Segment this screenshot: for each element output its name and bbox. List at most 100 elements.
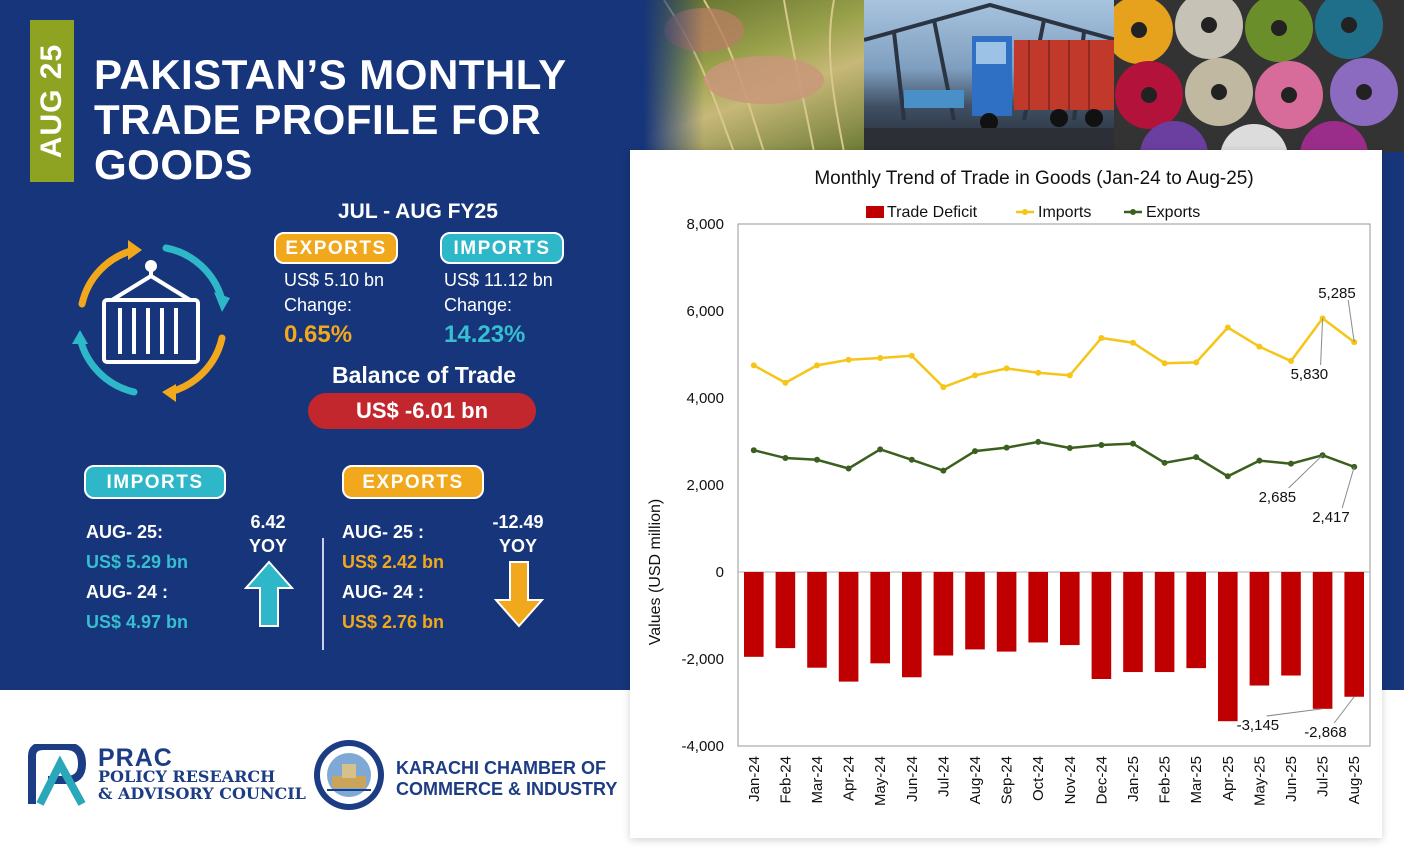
x-tick-label: Feb-25 [1157, 756, 1174, 804]
y-tick-label: 4,000 [686, 390, 724, 407]
point-imports [1161, 360, 1168, 367]
line-exports [753, 440, 1355, 478]
x-tick-label: Feb-24 [777, 756, 794, 804]
title-line-3: GOODS [94, 141, 253, 188]
x-tick-label: Apr-25 [1220, 756, 1237, 801]
point-imports [908, 352, 915, 359]
arrow-up-icon [244, 560, 294, 627]
x-tick-label: Sep-24 [999, 756, 1016, 804]
point-imports [845, 356, 852, 363]
imports-aug24-label: AUG- 24 : [86, 582, 169, 602]
bar-trade-deficit [1091, 572, 1112, 680]
summary-imports-pill: IMPORTS [440, 232, 564, 264]
point-exports [1098, 441, 1105, 448]
y-tick-label: -2,000 [681, 651, 724, 668]
x-tick-label: Dec-24 [1093, 756, 1110, 804]
x-tick-label: Jun-25 [1283, 756, 1300, 802]
trade-chart: Monthly Trend of Trade in Goods (Jan-24 … [647, 168, 1371, 806]
point-exports [1130, 440, 1136, 447]
kcci-line-2: COMMERCE & INDUSTRY [396, 779, 618, 799]
point-imports [1035, 369, 1042, 376]
point-imports [782, 379, 789, 386]
legend-marker-exports [1130, 209, 1136, 215]
imports-aug25-label: AUG- 25: [86, 522, 164, 542]
exports-yoy-label: YOY [498, 536, 537, 556]
balance-of-trade-label: Balance of Trade [332, 362, 517, 388]
title-line-2: TRADE PROFILE FOR [94, 96, 542, 143]
exports-aug24-label: AUG- 24 : [342, 582, 425, 602]
bar-trade-deficit [1123, 572, 1143, 673]
data-annotation: 5,285 [1318, 285, 1356, 302]
annotation-leader [1266, 708, 1323, 717]
monthly-imports-pill: IMPORTS [84, 465, 226, 499]
data-annotation: 2,685 [1259, 489, 1297, 506]
bar-trade-deficit [807, 572, 827, 668]
point-exports [845, 465, 852, 472]
kcci-name: KARACHI CHAMBER OF COMMERCE & INDUSTRY [396, 758, 617, 800]
line-imports [753, 316, 1355, 389]
x-tick-label: May-24 [872, 756, 889, 806]
annotation-leader [1333, 696, 1355, 724]
bar-trade-deficit [933, 572, 954, 656]
chart-card: Monthly Trend of Trade in Goods (Jan-24 … [630, 150, 1382, 838]
point-exports [1161, 459, 1168, 466]
bar-trade-deficit [870, 572, 890, 664]
title-line-1: PAKISTAN’S MONTHLY [94, 51, 567, 98]
bar-trade-deficit [1154, 572, 1175, 673]
point-imports [877, 354, 884, 361]
prac-sub-line-2: & ADVISORY COUNCIL [98, 784, 306, 803]
x-tick-label: Mar-25 [1188, 756, 1205, 804]
data-annotation: -2,868 [1304, 724, 1347, 741]
annotation-leader [1341, 466, 1355, 509]
point-imports [1003, 365, 1010, 372]
point-imports [1224, 324, 1231, 331]
point-imports [1288, 358, 1294, 365]
summary-exports-change-label: Change: [284, 295, 353, 315]
bar-trade-deficit [1249, 572, 1270, 686]
plot-frame [737, 223, 1371, 747]
exports-aug24-value: US$ 2.76 bn [342, 612, 445, 632]
summary-imports-change: 14.23% [444, 321, 526, 348]
summary-imports-value: US$ 11.12 bn [444, 270, 553, 290]
summary-exports-value: US$ 5.10 bn [284, 270, 385, 290]
x-tick-label: Nov-24 [1062, 756, 1079, 804]
bar-trade-deficit [838, 572, 859, 682]
point-imports [1256, 343, 1263, 350]
y-tick-label: -4,000 [681, 738, 724, 755]
date-tag-text: AUG 25 [35, 43, 68, 159]
y-tick-label: 6,000 [686, 303, 724, 320]
container-cycle-icon [72, 240, 230, 402]
bar-trade-deficit [1060, 572, 1080, 646]
divider [322, 538, 324, 650]
point-exports [972, 448, 978, 455]
y-tick-label: 2,000 [686, 477, 724, 494]
legend-marker-imports [1022, 209, 1028, 215]
x-tick-label: Jun-24 [904, 756, 921, 802]
bar-trade-deficit [1281, 572, 1301, 676]
bar-trade-deficit [965, 572, 985, 650]
bar-trade-deficit [1028, 572, 1048, 643]
x-tick-label: Aug-25 [1346, 756, 1363, 804]
point-exports [908, 456, 915, 463]
point-exports [1066, 445, 1073, 452]
bar-trade-deficit [1312, 572, 1333, 709]
photo-fade [644, 0, 704, 152]
x-tick-label: Mar-24 [809, 756, 826, 804]
data-annotation: -3,145 [1237, 717, 1280, 734]
x-tick-label: Apr-24 [841, 756, 858, 801]
date-tag: AUG 25 [30, 20, 74, 182]
annotation-leader [1288, 454, 1323, 489]
imports-yoy-label: YOY [248, 536, 287, 556]
point-imports [1066, 372, 1073, 379]
bar-trade-deficit [1186, 572, 1206, 669]
x-tick-label: Jul-25 [1315, 756, 1332, 797]
kcci-line-1: KARACHI CHAMBER OF [396, 758, 606, 778]
annotation-leader [1347, 299, 1355, 343]
fabric-rolls-photo [1114, 0, 1404, 152]
summary-exports-change: 0.65% [284, 321, 353, 348]
page-title: PAKISTAN’S MONTHLY TRADE PROFILE FOR GOO… [94, 52, 614, 187]
point-imports [1130, 339, 1136, 346]
point-imports [750, 362, 757, 369]
point-exports [1193, 454, 1200, 461]
imports-aug25-value: US$ 5.29 bn [86, 552, 189, 572]
